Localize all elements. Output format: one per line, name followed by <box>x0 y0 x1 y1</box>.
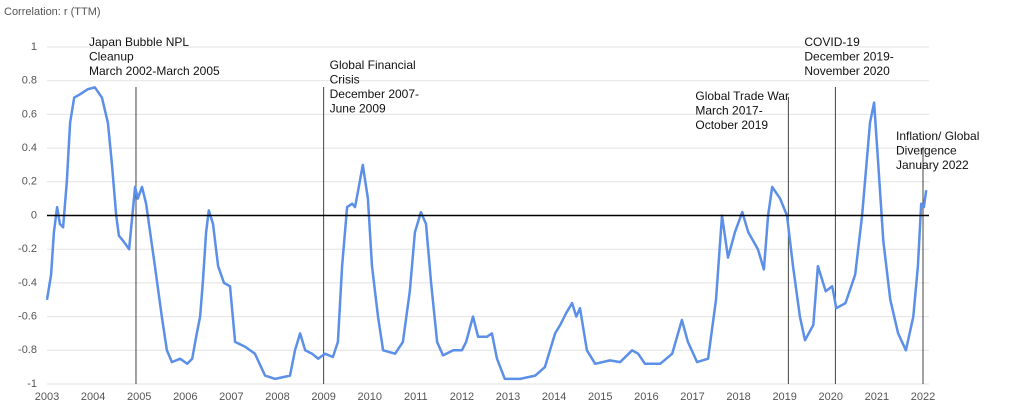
annotation-text: Japan Bubble NPL <box>89 35 189 49</box>
x-tick-label: 2019 <box>772 391 796 403</box>
x-tick-label: 2020 <box>819 391 843 403</box>
annotation-text: Global Trade War <box>695 89 789 103</box>
y-tick-label: 0.4 <box>22 142 37 154</box>
annotation-text: Global Financial <box>330 58 416 72</box>
annotation-text: December 2007- <box>330 87 419 101</box>
y-tick-label: 0.6 <box>22 108 37 120</box>
y-tick-label: -0.2 <box>18 243 37 255</box>
y-tick-label: 0.2 <box>22 176 37 188</box>
x-tick-label: 2015 <box>588 391 612 403</box>
annotation-text: Divergence <box>896 144 957 158</box>
x-tick-label: 2006 <box>173 391 197 403</box>
y-tick-label: 1 <box>31 41 37 53</box>
x-tick-label: 2008 <box>265 391 289 403</box>
x-tick-label: 2004 <box>81 391 105 403</box>
annotation-text: December 2019- <box>804 50 893 64</box>
y-tick-label: -0.6 <box>18 311 37 323</box>
data-line <box>45 86 928 381</box>
annotation-text: January 2022 <box>896 158 969 172</box>
annotation-text: Crisis <box>330 73 360 87</box>
x-tick-label: 2013 <box>496 391 520 403</box>
y-tick-label: -1 <box>27 378 37 390</box>
x-tick-label: 2011 <box>404 391 428 403</box>
x-tick-label: 2016 <box>634 391 658 403</box>
x-tick-label: 2018 <box>726 391 750 403</box>
x-tick-label: 2017 <box>680 391 704 403</box>
y-axis-label: Correlation: r (TTM) <box>4 6 101 18</box>
annotation-text: COVID-19 <box>804 35 860 49</box>
annotation-text: March 2017- <box>695 104 762 118</box>
y-tick-label: 0.8 <box>22 75 37 87</box>
x-tick-label: 2005 <box>127 391 151 403</box>
annotation-text: Cleanup <box>89 50 134 64</box>
x-tick-label: 2009 <box>311 391 335 403</box>
y-tick-label: -0.8 <box>18 344 37 356</box>
annotation-text: October 2019 <box>695 118 768 132</box>
x-tick-label: 2014 <box>542 391 566 403</box>
x-tick-label: 2003 <box>35 391 59 403</box>
x-tick-label: 2012 <box>450 391 474 403</box>
x-tick-label: 2022 <box>911 391 935 403</box>
annotation-text: March 2002-March 2005 <box>89 64 220 78</box>
y-tick-label: 0 <box>31 209 37 221</box>
annotation-text: November 2020 <box>804 64 890 78</box>
x-tick-label: 2007 <box>219 391 243 403</box>
x-tick-label: 2010 <box>357 391 381 403</box>
annotation-text: June 2009 <box>330 102 386 116</box>
x-tick-label: 2021 <box>865 391 889 403</box>
y-tick-label: -0.4 <box>18 277 37 289</box>
annotation-text: Inflation/ Global <box>896 129 979 143</box>
